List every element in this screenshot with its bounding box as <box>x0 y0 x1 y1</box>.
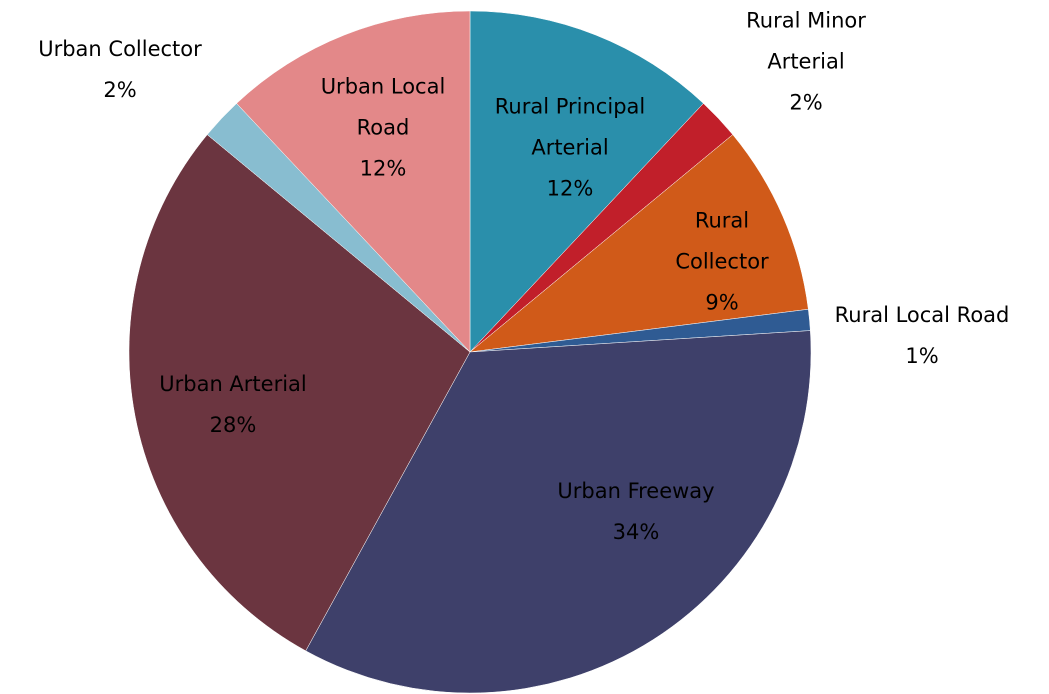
category-label: Urban Collector <box>38 37 202 61</box>
slice-label: Urban Arterial 28% <box>123 364 343 446</box>
category-label: Urban Freeway <box>557 479 715 503</box>
category-label: Urban Arterial <box>159 372 307 396</box>
slice-label: Urban Collector 2% <box>5 29 235 111</box>
category-label: Rural Collector <box>675 208 769 274</box>
slice-label: Rural Principal Arterial 12% <box>475 87 665 210</box>
pie-slice <box>128 134 471 652</box>
value-label: 2% <box>789 90 823 115</box>
slice-label: Rural Local Road 1% <box>802 295 1042 377</box>
slice-label: Rural Collector 9% <box>667 201 777 324</box>
value-label: 28% <box>209 413 257 437</box>
value-label: 9% <box>705 290 739 315</box>
pie-slice <box>236 10 471 353</box>
pie-slice <box>469 10 704 353</box>
category-label: Rural Local Road <box>834 303 1010 327</box>
slice-label: Urban Freeway 34% <box>506 471 766 553</box>
value-label: 2% <box>103 78 137 102</box>
value-label: 34% <box>612 520 660 544</box>
value-label: 12% <box>359 156 407 181</box>
pie-slice <box>469 134 809 353</box>
slice-label: Rural Minor Arterial 2% <box>726 1 886 124</box>
value-label: 1% <box>905 344 939 368</box>
category-label: Urban Local Road <box>320 74 446 140</box>
category-label: Rural Minor Arterial <box>746 8 866 74</box>
slice-label: Urban Local Road 12% <box>316 67 451 190</box>
category-label: Rural Principal Arterial <box>494 94 646 160</box>
value-label: 12% <box>546 176 594 201</box>
